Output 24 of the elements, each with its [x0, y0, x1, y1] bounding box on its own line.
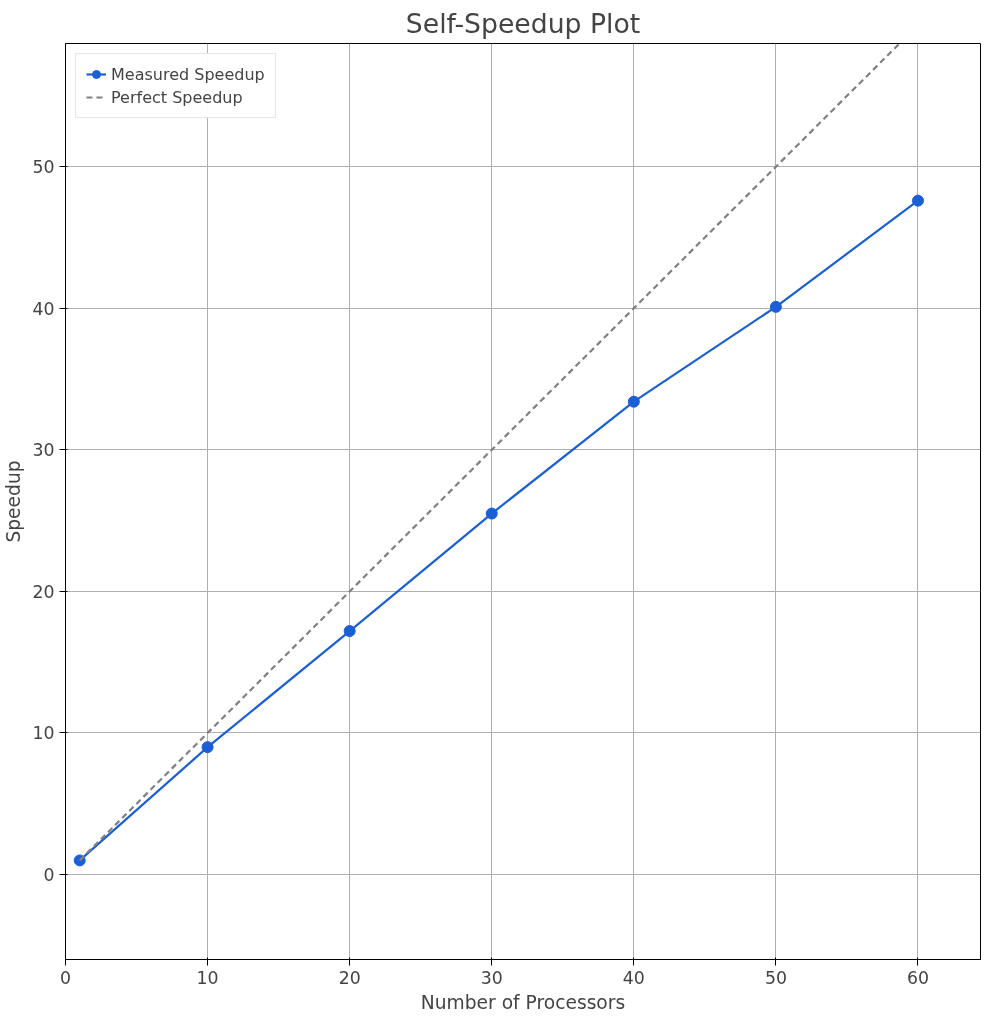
point: [201, 741, 214, 754]
chart-title: Self-Speedup Plot: [405, 7, 641, 39]
legend-label: Perfect Speedup: [111, 87, 243, 107]
y-tick-label: 30: [32, 440, 55, 461]
legend-label: Measured Speedup: [111, 64, 265, 84]
x-tick-label: 20: [338, 967, 361, 988]
point: [769, 300, 782, 313]
y-tick-label: 10: [32, 723, 55, 744]
point: [343, 625, 356, 638]
y-tick-label: 40: [32, 298, 55, 319]
x-tick-label: 0: [59, 967, 72, 988]
point: [485, 507, 498, 520]
x-tick-label: 60: [906, 967, 930, 988]
x-axis-title: Number of Processors: [420, 991, 626, 1013]
point: [627, 395, 640, 408]
x-tick-label: 40: [622, 967, 645, 988]
y-axis-title: Speedup: [3, 460, 25, 543]
x-tick-label: 50: [764, 967, 787, 988]
x-tick-label: 10: [196, 967, 219, 988]
point: [911, 194, 924, 207]
y-tick-label: 20: [32, 581, 55, 602]
y-tick-label: 50: [32, 157, 55, 178]
y-tick-label: 0: [43, 865, 55, 886]
x-tick-label: 30: [480, 967, 503, 988]
